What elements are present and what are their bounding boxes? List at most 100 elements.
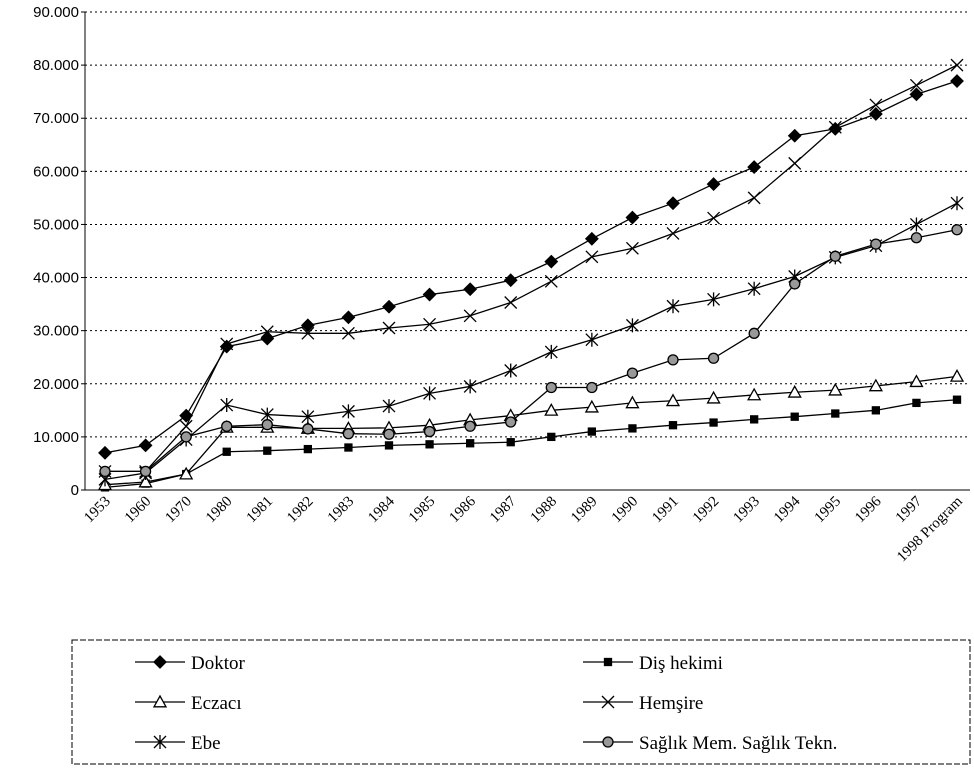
marker bbox=[544, 344, 558, 359]
marker bbox=[909, 78, 923, 92]
marker bbox=[153, 735, 167, 749]
x-tick-label: 1987 bbox=[487, 493, 520, 526]
marker bbox=[706, 177, 721, 191]
marker bbox=[912, 398, 921, 408]
series bbox=[99, 224, 963, 478]
marker bbox=[545, 381, 557, 394]
line bbox=[104, 202, 958, 481]
marker bbox=[382, 399, 396, 414]
marker bbox=[153, 655, 167, 669]
marker bbox=[138, 474, 153, 488]
marker bbox=[870, 238, 882, 250]
x-tick-label: 1960 bbox=[122, 494, 155, 527]
x-tick-label: 1982 bbox=[284, 494, 317, 527]
marker bbox=[747, 387, 762, 401]
marker bbox=[98, 445, 112, 460]
marker bbox=[586, 381, 598, 394]
y-tick-label: 20.000 bbox=[33, 376, 79, 393]
marker bbox=[503, 273, 518, 288]
marker bbox=[950, 74, 964, 88]
marker bbox=[788, 156, 802, 170]
marker bbox=[504, 296, 518, 309]
marker bbox=[341, 404, 355, 419]
marker bbox=[868, 378, 883, 392]
x-tick-label: 1981 bbox=[244, 494, 277, 527]
marker bbox=[952, 395, 962, 404]
y-tick-label: 0 bbox=[71, 482, 79, 499]
y-tick-label: 10.000 bbox=[33, 429, 79, 446]
marker bbox=[344, 443, 353, 452]
legend-label: Diş hekimi bbox=[639, 653, 723, 674]
marker bbox=[221, 420, 233, 432]
marker bbox=[748, 327, 760, 339]
marker bbox=[602, 736, 614, 748]
x-tick-label: 1953 bbox=[81, 494, 114, 527]
marker bbox=[180, 431, 192, 443]
marker bbox=[301, 326, 315, 340]
marker bbox=[868, 107, 883, 121]
marker bbox=[706, 390, 721, 404]
marker bbox=[626, 367, 639, 379]
marker bbox=[668, 421, 678, 430]
marker bbox=[667, 354, 679, 366]
line bbox=[104, 399, 958, 488]
legend-box bbox=[71, 639, 971, 765]
marker bbox=[585, 250, 599, 264]
marker bbox=[909, 217, 923, 232]
marker bbox=[179, 419, 193, 433]
x-tick-label: 1970 bbox=[162, 494, 195, 527]
marker bbox=[666, 196, 680, 211]
marker bbox=[463, 282, 478, 297]
marker bbox=[747, 160, 762, 175]
marker bbox=[179, 466, 194, 480]
x-tick-label: 1996 bbox=[852, 493, 885, 526]
marker bbox=[666, 299, 680, 314]
marker bbox=[749, 415, 759, 424]
marker bbox=[950, 58, 964, 72]
marker bbox=[625, 210, 640, 225]
marker bbox=[220, 398, 234, 413]
marker bbox=[790, 412, 799, 421]
series bbox=[100, 395, 962, 492]
marker bbox=[138, 438, 153, 453]
y-tick-label: 40.000 bbox=[33, 270, 79, 287]
marker bbox=[585, 332, 599, 347]
marker bbox=[909, 87, 924, 102]
marker bbox=[603, 657, 613, 667]
marker bbox=[789, 278, 801, 290]
x-tick-label: 1988 bbox=[528, 494, 561, 527]
marker bbox=[665, 393, 681, 407]
marker bbox=[787, 384, 802, 398]
marker bbox=[584, 231, 599, 246]
marker bbox=[99, 465, 111, 478]
marker bbox=[547, 432, 556, 442]
marker bbox=[707, 352, 720, 364]
marker bbox=[152, 694, 168, 708]
y-tick-label: 90.000 bbox=[33, 4, 79, 21]
marker bbox=[707, 292, 721, 307]
x-tick-label: 1980 bbox=[203, 494, 236, 527]
line bbox=[105, 64, 958, 473]
y-tick-label: 80.000 bbox=[33, 57, 79, 74]
x-tick-label: 1991 bbox=[649, 494, 682, 527]
marker bbox=[950, 196, 964, 211]
series bbox=[98, 74, 964, 460]
marker bbox=[382, 321, 396, 335]
marker bbox=[260, 331, 275, 346]
marker bbox=[828, 121, 843, 136]
x-tick-label: 1995 bbox=[812, 494, 845, 527]
marker bbox=[222, 447, 231, 456]
marker bbox=[220, 337, 234, 351]
marker bbox=[625, 318, 639, 333]
marker bbox=[628, 424, 637, 433]
marker bbox=[544, 402, 559, 416]
marker bbox=[666, 227, 680, 240]
marker bbox=[263, 446, 272, 455]
x-tick-label: 1992 bbox=[690, 494, 723, 527]
marker bbox=[949, 369, 965, 382]
legend-label: Hemşire bbox=[639, 693, 703, 714]
marker bbox=[261, 419, 273, 431]
marker bbox=[384, 441, 394, 450]
marker bbox=[260, 325, 274, 339]
